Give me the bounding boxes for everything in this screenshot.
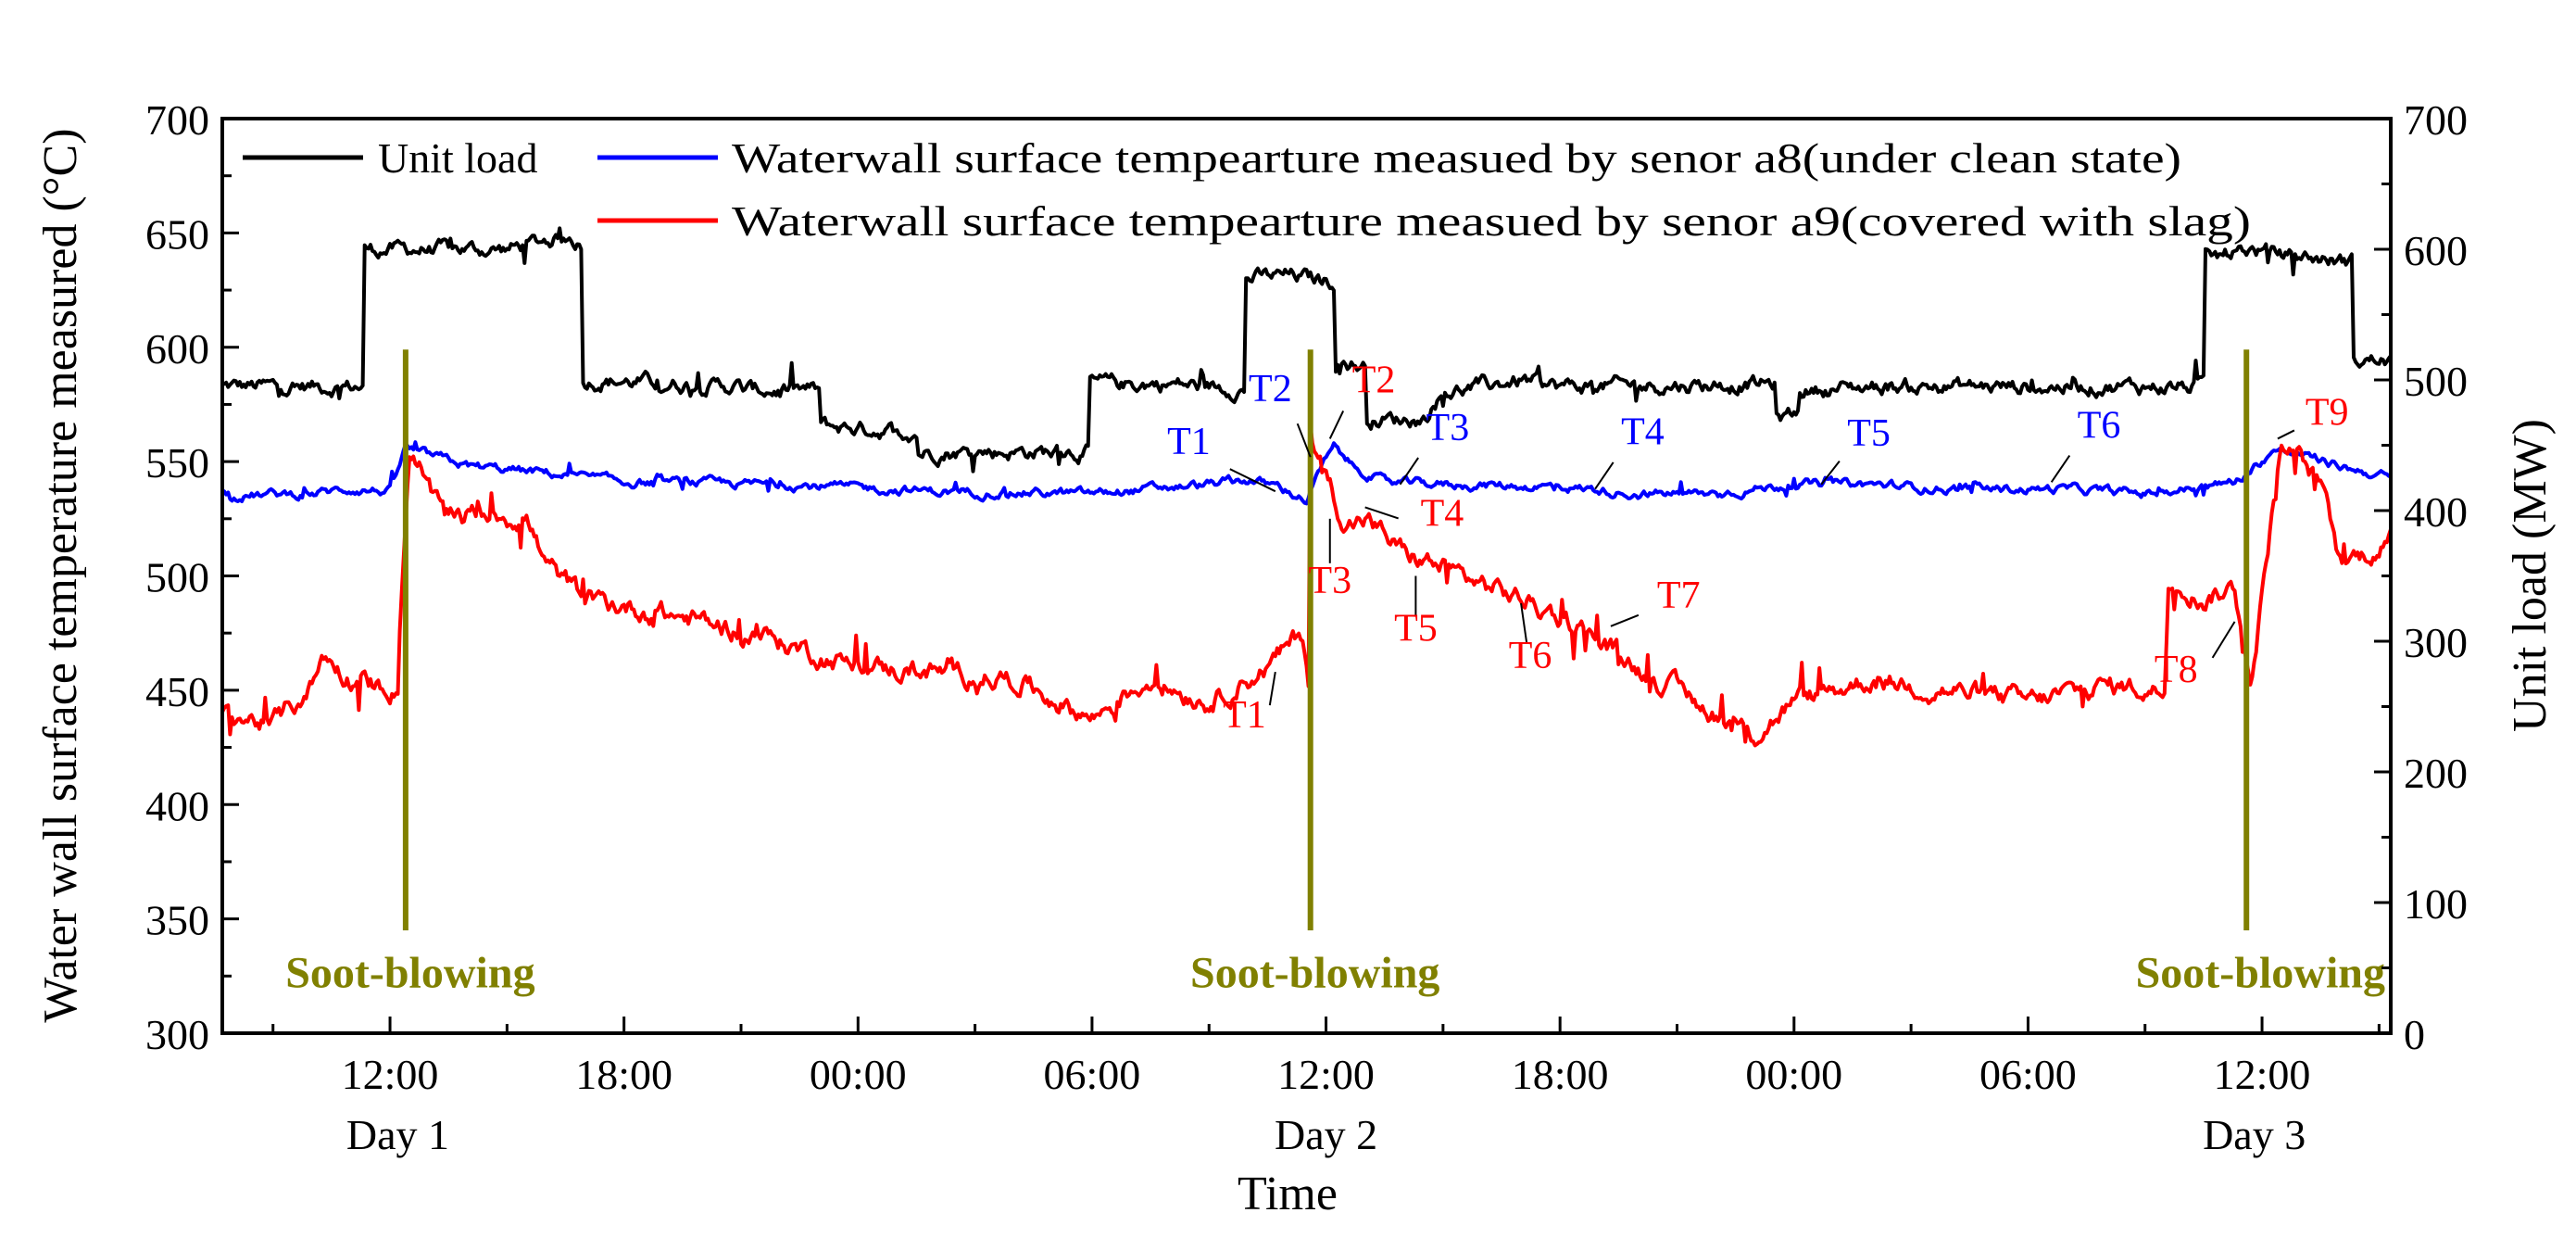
legend-label-a8: Waterwall surface tempearture measued by… [732,134,2181,182]
y-tick-label-left: 350 [145,897,209,944]
x-axis-title: Time [1238,1168,1338,1220]
y-tick-label-right: 200 [2404,750,2468,797]
y-tick-label-left: 450 [145,668,209,715]
annotation-blue-t2: T2 [1249,368,1292,411]
annotation-leader [2050,454,2071,483]
x-tick-label: 00:00 [810,1051,907,1098]
annotation-red-t2: T2 [1352,359,1396,401]
annotation-red-t8: T8 [2155,649,2198,691]
soot-blowing-label: Soot-blowing [2136,949,2385,998]
day-label: Day 2 [1275,1111,1377,1158]
annotation-leader [1594,461,1615,490]
day-label: Day 1 [346,1111,449,1158]
annotation-red-t6: T6 [1509,635,1552,677]
annotation-leader [1328,411,1345,439]
annotation-blue-t6: T6 [2078,404,2121,447]
annotation-leader [1364,506,1399,520]
annotation-red-t3: T3 [1308,560,1351,602]
annotation-leader [1229,468,1276,493]
annotation-leader [2277,429,2295,440]
annotation-red-t1: T1 [1223,694,1266,737]
legend-label-unit-load: Unit load [378,134,537,182]
series-layer [220,226,2393,748]
annotation-layer: T1 T2 T3 T4 T5 T6 T1 T2 T3 T4 T5 T6 T7 T8 T9 [1167,359,2348,737]
y-tick-label-right: 500 [2404,358,2468,405]
annotation-leader [1520,602,1528,643]
y-tick-label-left: 700 [145,96,209,144]
annotation-leader [1268,671,1276,706]
annotation-red-t9: T9 [2306,391,2349,434]
x-tick-label: 00:00 [1745,1051,1842,1098]
annotation-red-t4: T4 [1421,492,1464,535]
series-line-a8 [220,440,2393,506]
y-axis-title-right: Unit load (MW) [2504,419,2557,732]
plot-frame [220,117,2393,1035]
annotation-leader [1820,460,1841,486]
x-tick-label: 18:00 [1512,1051,1609,1098]
x-tick-label: 06:00 [1044,1051,1141,1098]
annotation-blue-t5: T5 [1847,412,1891,455]
series-line-unit-load [221,226,2393,474]
annotation-leader [2211,621,2236,659]
soot-blowing-layer: Soot-blowing Soot-blowing Soot-blowing [285,349,2385,998]
annotation-red-t7: T7 [1657,575,1701,617]
day-label: Day 3 [2203,1111,2306,1158]
x-tick-label: 12:00 [2214,1051,2311,1098]
x-tick-label: 18:00 [575,1051,672,1098]
annotation-blue-t4: T4 [1621,411,1665,454]
legend: Unit load Waterwall surface tempearture … [243,134,2251,245]
y-tick-label-left: 550 [145,439,209,486]
y-tick-label-left: 600 [145,325,209,373]
x-tick-label: 06:00 [1979,1051,2077,1098]
y-tick-label-left: 500 [145,554,209,601]
y-tick-label-left: 400 [145,782,209,829]
annotation-red-t5: T5 [1394,608,1438,651]
axes-layer: 300 350 400 450 500 550 600 650 700 0 100 200 300 400… [145,96,2468,1158]
x-tick-label: 12:00 [1277,1051,1375,1098]
annotation-blue-t3: T3 [1426,407,1470,449]
x-tick-label: 12:00 [342,1051,439,1098]
y-tick-label-right: 100 [2404,880,2468,928]
y-tick-label-right: 600 [2404,227,2468,274]
y-axis-title-left: Water wall surface temperature measured … [34,128,87,1022]
y-tick-label-right: 700 [2404,96,2468,144]
legend-label-a9: Waterwall surface tempearture measued by… [732,197,2251,245]
y-tick-label-right: 0 [2404,1011,2425,1058]
soot-blowing-label: Soot-blowing [1190,949,1439,998]
annotation-leader [1399,457,1419,486]
series-line-a9 [220,423,2393,748]
y-tick-label-left: 300 [145,1011,209,1058]
annotation-blue-t1: T1 [1167,421,1211,463]
soot-blowing-label: Soot-blowing [285,949,534,998]
y-tick-label-right: 300 [2404,619,2468,666]
annotation-leader [1610,613,1640,627]
y-tick-label-right: 400 [2404,488,2468,536]
y-tick-label-left: 650 [145,210,209,258]
annotation-leader [1296,423,1312,458]
